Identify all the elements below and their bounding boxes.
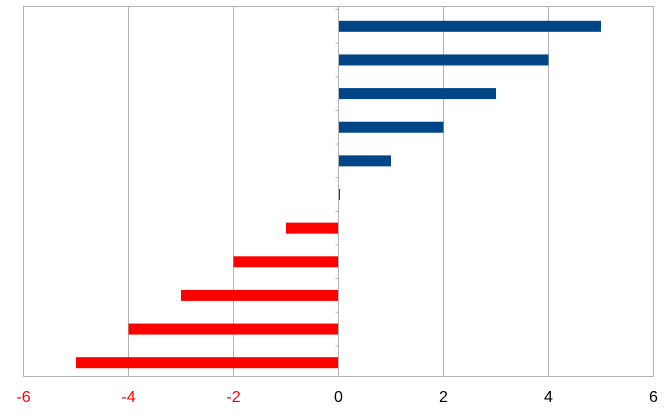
x-tick-label: 6 bbox=[649, 389, 658, 406]
x-tick-label: -4 bbox=[121, 389, 135, 406]
bars bbox=[76, 20, 601, 369]
x-tick-labels: -6 -4 -2 0 2 4 6 bbox=[16, 389, 658, 406]
x-tick-label: -2 bbox=[226, 389, 240, 406]
gridlines bbox=[128, 6, 549, 377]
bar bbox=[181, 289, 339, 301]
y-axis bbox=[335, 6, 339, 377]
bar bbox=[338, 20, 601, 32]
bar bbox=[338, 54, 549, 66]
x-tick-label: -6 bbox=[16, 389, 30, 406]
bar bbox=[76, 357, 339, 369]
bar bbox=[338, 189, 340, 200]
bar bbox=[233, 256, 339, 268]
bar bbox=[338, 155, 391, 167]
bar bbox=[338, 88, 496, 100]
bar bbox=[338, 121, 444, 133]
bar bbox=[128, 323, 339, 335]
bar bbox=[286, 222, 339, 234]
x-tick-label: 2 bbox=[439, 389, 448, 406]
x-tick-label: 4 bbox=[544, 389, 553, 406]
x-tick-label: 0 bbox=[334, 389, 343, 406]
